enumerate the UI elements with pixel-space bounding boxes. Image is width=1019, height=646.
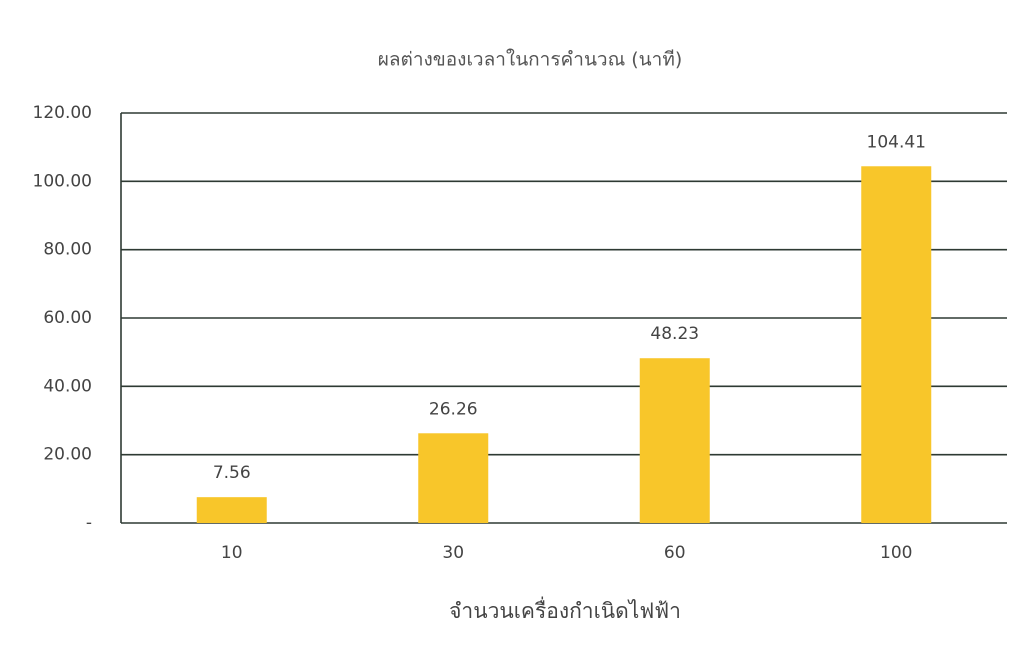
x-axis-title: จำนวนเครื่องกำเนิดไฟฟ้า — [449, 596, 681, 623]
data-label: 48.23 — [650, 324, 699, 344]
x-tick-label: 10 — [221, 543, 243, 563]
y-tick-label: 60.00 — [43, 308, 92, 328]
data-label: 26.26 — [429, 399, 478, 419]
y-tick-label: 100.00 — [33, 171, 92, 191]
bar — [418, 433, 489, 523]
chart-title: ผลต่างของเวลาในการคำนวณ (นาที) — [378, 49, 683, 71]
y-tick-label: 20.00 — [43, 445, 92, 465]
y-tick-label: 80.00 — [43, 240, 92, 260]
data-label: 104.41 — [867, 132, 926, 152]
x-tick-label: 60 — [664, 543, 686, 563]
y-tick-label: - — [86, 513, 92, 533]
bar — [196, 497, 267, 523]
bar — [861, 166, 932, 523]
bar — [639, 358, 710, 523]
y-tick-label: 40.00 — [43, 376, 92, 396]
y-tick-label: 120.00 — [33, 103, 92, 123]
data-label: 7.56 — [213, 463, 251, 483]
x-tick-label: 100 — [880, 543, 912, 563]
x-tick-label: 30 — [442, 543, 464, 563]
